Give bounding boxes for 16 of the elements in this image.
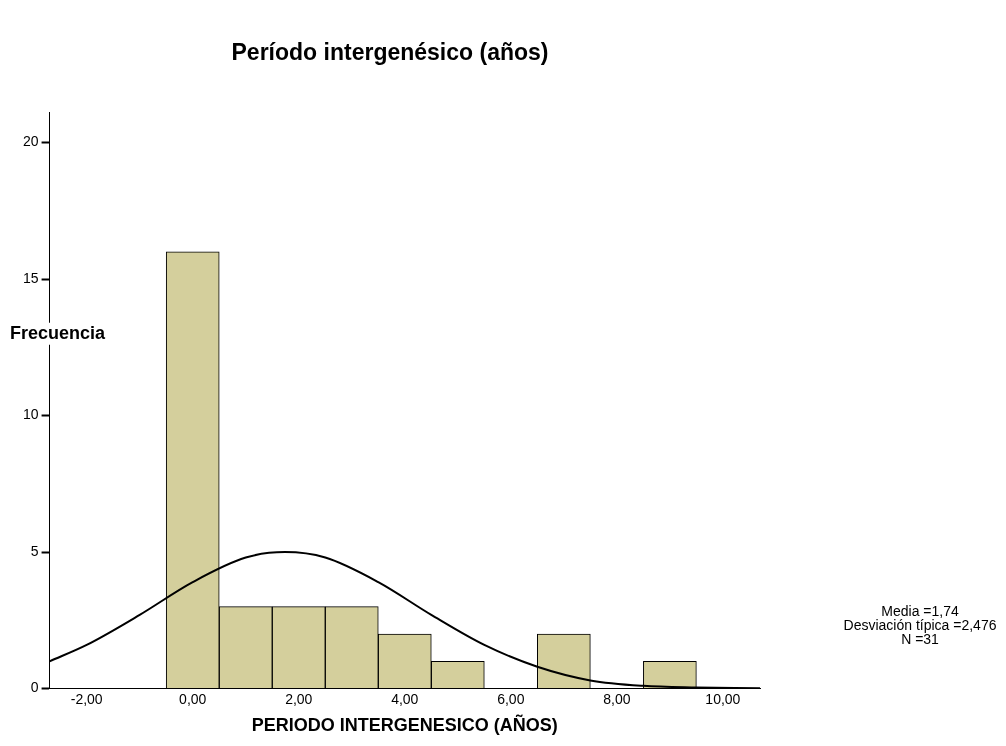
x-tick-label: 10,00: [705, 690, 741, 707]
x-tick-label: 4,00: [391, 690, 419, 707]
y-tick-label: 10: [22, 406, 39, 423]
y-tick-label: 20: [22, 133, 39, 150]
y-tick-label: 5: [30, 542, 39, 559]
chart-title: Período intergenésico (años): [231, 39, 549, 66]
x-tick-label: 6,00: [497, 690, 525, 707]
y-tick-label: 0: [30, 679, 39, 696]
y-tick-label: 15: [22, 269, 39, 286]
x-tick-label: -2,00: [70, 690, 103, 707]
x-tick-label: 2,00: [285, 690, 313, 707]
x-axis-title: PERIODO INTERGENESICO (AÑOS): [251, 714, 558, 736]
text: Media =1,74: [881, 602, 959, 619]
x-tick-label: 8,00: [603, 690, 631, 707]
y-axis-title: Frecuencia: [10, 322, 107, 343]
x-tick-label: 0,00: [179, 690, 207, 707]
